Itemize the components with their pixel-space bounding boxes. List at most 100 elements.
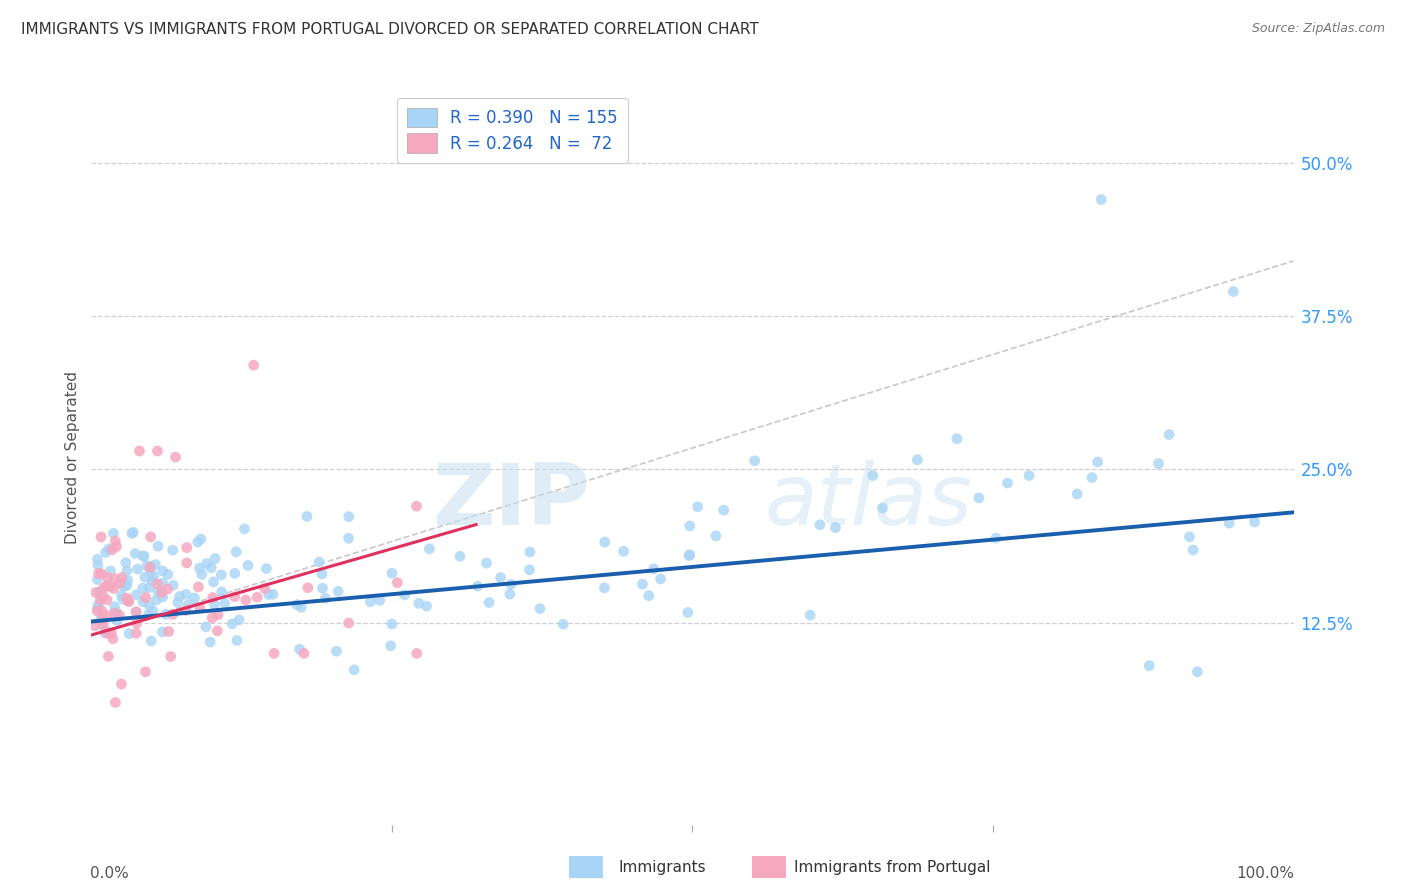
Point — [124, 547, 146, 561]
Point — [311, 581, 333, 595]
Point — [359, 595, 381, 609]
Point — [499, 587, 522, 601]
Point — [100, 625, 122, 640]
Point — [177, 598, 200, 612]
Point — [108, 608, 131, 623]
Point — [176, 556, 198, 570]
Point — [190, 532, 212, 546]
Point — [337, 615, 360, 630]
Point — [118, 594, 141, 608]
Point — [519, 563, 541, 577]
Point — [103, 606, 125, 620]
Point — [96, 626, 118, 640]
Text: Immigrants: Immigrants — [619, 860, 706, 874]
Point — [613, 544, 636, 558]
Point — [225, 545, 247, 559]
Point — [1218, 516, 1240, 531]
Point — [246, 591, 269, 605]
Point — [394, 588, 416, 602]
Point — [201, 611, 224, 625]
Point — [108, 576, 131, 591]
Point — [553, 617, 575, 632]
Point — [101, 632, 124, 646]
Point — [134, 570, 156, 584]
Point — [115, 578, 138, 592]
Point — [162, 607, 184, 622]
Point — [593, 581, 616, 595]
Point — [134, 549, 156, 564]
Point — [146, 444, 169, 458]
Point — [236, 558, 259, 573]
Point — [162, 578, 184, 592]
Text: atlas: atlas — [765, 459, 973, 543]
Point — [86, 573, 108, 587]
Point — [226, 633, 249, 648]
Point — [308, 555, 330, 569]
Point — [288, 642, 311, 657]
Text: 100.0%: 100.0% — [1237, 865, 1295, 880]
Point — [262, 587, 284, 601]
Point — [679, 519, 702, 533]
Point — [593, 535, 616, 549]
Point — [686, 500, 709, 514]
Point — [744, 454, 766, 468]
Point — [946, 432, 969, 446]
Point — [191, 567, 214, 582]
Point — [86, 600, 108, 615]
Point — [96, 579, 118, 593]
Point — [111, 592, 134, 607]
Point — [104, 534, 127, 549]
Point — [200, 635, 222, 649]
Point — [139, 530, 162, 544]
Point — [86, 552, 108, 566]
Point — [91, 589, 114, 603]
Point — [187, 535, 209, 549]
Point — [103, 582, 125, 596]
Point — [1182, 543, 1205, 558]
Point — [381, 566, 404, 581]
Point — [139, 559, 162, 574]
Point — [162, 543, 184, 558]
Point — [201, 591, 224, 605]
Point — [94, 623, 117, 637]
Point — [1087, 455, 1109, 469]
Point — [387, 575, 409, 590]
Point — [148, 585, 170, 599]
Point — [96, 608, 118, 623]
Point — [97, 649, 120, 664]
Point — [449, 549, 471, 564]
Point — [91, 612, 114, 626]
Point — [91, 581, 114, 595]
Point — [86, 604, 108, 618]
Point — [117, 594, 139, 608]
Point — [87, 558, 110, 573]
Point — [381, 617, 404, 632]
Point — [94, 545, 117, 559]
Point — [87, 566, 110, 581]
Point — [519, 545, 541, 559]
Point — [295, 509, 318, 524]
Point — [188, 600, 211, 615]
Point — [135, 558, 157, 573]
Point — [166, 595, 188, 609]
Point — [90, 566, 112, 581]
Point — [125, 588, 148, 602]
Point — [475, 556, 498, 570]
Point — [138, 581, 160, 595]
Point — [125, 616, 148, 631]
Point — [650, 572, 672, 586]
Point — [176, 541, 198, 555]
Point — [257, 588, 280, 602]
Point — [1147, 457, 1170, 471]
Point — [224, 590, 246, 604]
Point — [862, 468, 884, 483]
Point — [156, 582, 179, 596]
Point — [314, 591, 336, 606]
Point — [125, 605, 148, 619]
Point — [997, 475, 1019, 490]
Point — [111, 571, 134, 585]
Point — [253, 582, 276, 596]
Point — [146, 577, 169, 591]
Point — [103, 571, 125, 585]
Point — [1222, 285, 1244, 299]
